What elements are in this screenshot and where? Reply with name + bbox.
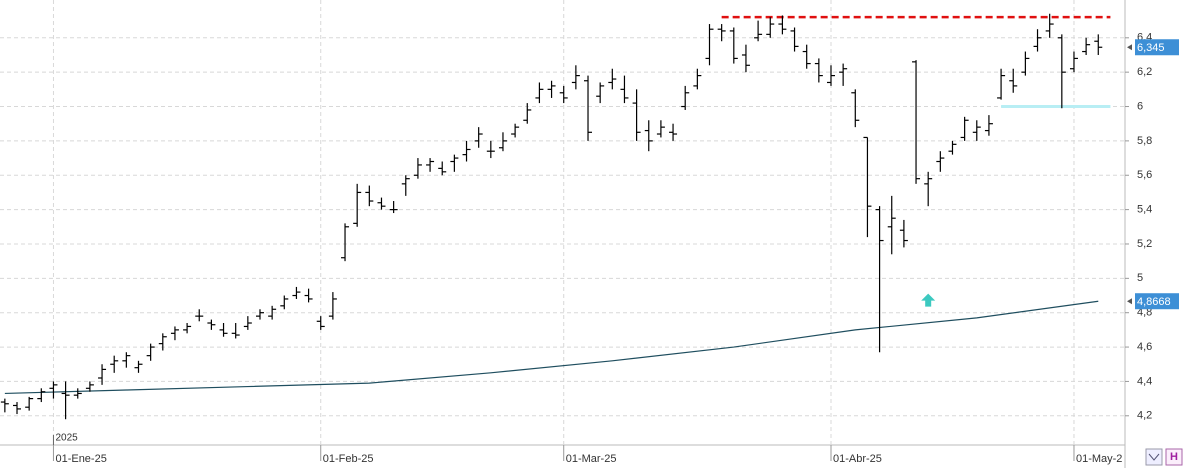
y-tick-label: 4,6 [1137, 341, 1152, 353]
year-label: 2025 [55, 433, 78, 444]
y-tick-label: 5,4 [1137, 204, 1152, 216]
x-tick-label: 01-Ene-25 [55, 453, 106, 465]
y-tick-label: 4,2 [1137, 410, 1152, 422]
up-arrow [921, 293, 936, 307]
history-icon: H [1170, 451, 1178, 463]
zoom-button[interactable] [1145, 448, 1163, 466]
y-tick-label: 5,2 [1137, 238, 1152, 250]
y-tick-label: 4,4 [1137, 375, 1152, 387]
ma-last-label: 4,8668 [1137, 296, 1171, 308]
ma-last-pointer [1127, 298, 1132, 305]
y-tick-label: 5,6 [1137, 169, 1152, 181]
zoom-icon [1148, 453, 1160, 461]
ma-last-box [1135, 293, 1179, 310]
history-button[interactable] [1165, 448, 1183, 466]
moving-average-line [4, 300, 1099, 395]
y-tick-label: 5,8 [1137, 135, 1152, 147]
x-tick-label: 01-Mar-25 [566, 453, 617, 465]
x-tick-label: 01-Abr-25 [833, 453, 882, 465]
y-tick-label: 6,2 [1137, 66, 1152, 78]
x-tick-label: 01-Feb-25 [323, 453, 374, 465]
y-tick-label: 4,8 [1137, 307, 1152, 319]
y-tick-label: 6 [1137, 100, 1143, 112]
y-tick-label: 5 [1137, 272, 1143, 284]
last-price-label: 6,345 [1137, 42, 1165, 54]
x-axis: 01-Ene-25 01-Feb-25 01-Mar-25 01-Abr-25 01-M… [52, 445, 1122, 465]
x-tick-label: 01-May-2 [1076, 453, 1122, 465]
last-price-pointer [1127, 44, 1132, 51]
last-price-box [1135, 39, 1179, 56]
